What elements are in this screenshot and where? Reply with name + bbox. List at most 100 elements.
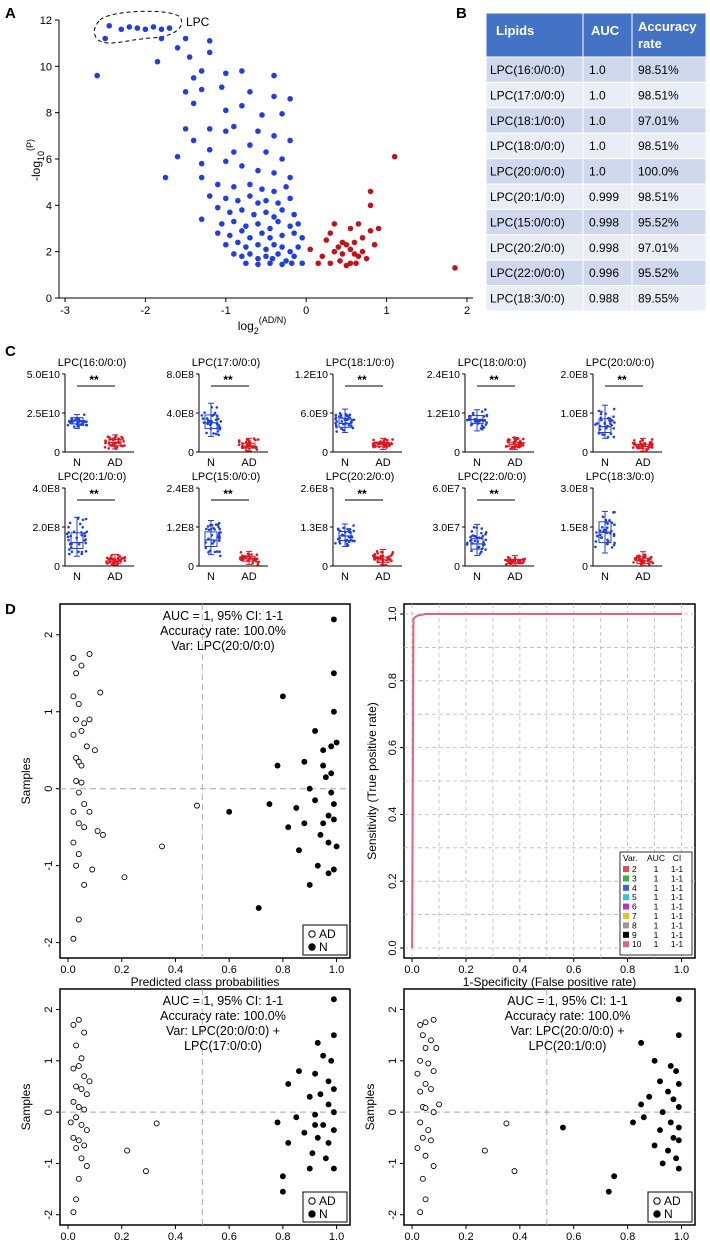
point-up — [339, 251, 346, 257]
sample-point-AD — [250, 553, 253, 556]
sample-point-AD — [648, 563, 651, 566]
sample-point-N — [484, 548, 487, 551]
y-tick-label: 0 — [322, 447, 328, 459]
sample-point-N — [210, 523, 214, 527]
sample-point-N — [342, 428, 345, 432]
table-header: Accuracy — [638, 19, 697, 34]
roc-legend — [619, 851, 693, 956]
sample-point-N — [612, 543, 616, 547]
x-tick-label: 1 — [384, 305, 390, 317]
sample-point-N — [207, 537, 210, 540]
legend-label: AD — [319, 1194, 336, 1208]
x-axis-label-base: log — [238, 319, 254, 333]
y-tick-label: 0 — [54, 447, 60, 459]
sample-point-AD — [510, 558, 513, 562]
sample-point-N — [70, 550, 74, 554]
legend-marker — [308, 930, 316, 938]
point-down — [271, 170, 277, 176]
point-up — [347, 225, 354, 232]
point-AD — [73, 670, 80, 677]
point-down — [269, 255, 276, 262]
table-cell: 98.51% — [638, 139, 679, 153]
point-AD — [153, 1120, 160, 1127]
point-down — [255, 167, 261, 174]
sample-point-AD — [640, 560, 644, 563]
point-AD — [417, 1057, 424, 1064]
sample-point-AD — [246, 559, 250, 562]
x-tick-label: 1.0 — [674, 1231, 689, 1241]
sample-point-AD — [241, 444, 244, 448]
sample-point-AD — [638, 554, 642, 558]
x-tick-label: AD — [375, 457, 390, 469]
sample-point-N — [218, 550, 221, 553]
sample-point-AD — [512, 442, 516, 446]
sample-point-AD — [634, 443, 638, 447]
x-tick-label: AD — [107, 457, 122, 469]
point-AD — [75, 701, 82, 707]
point-down — [287, 174, 293, 181]
x-tick-label: -1 — [221, 305, 231, 317]
point-AD — [81, 801, 88, 808]
sample-point-N — [604, 518, 608, 522]
sample-point-AD — [123, 556, 126, 560]
y-tick-label: 0 — [43, 1109, 55, 1115]
sample-point-AD — [116, 553, 120, 557]
point-down — [271, 72, 277, 79]
table-cell: 1.0 — [589, 114, 606, 128]
point-AD — [86, 1078, 93, 1085]
point-down — [279, 261, 285, 268]
sample-point-AD — [123, 559, 127, 562]
sample-point-N — [483, 543, 486, 546]
legend-auc: 1 — [654, 920, 659, 930]
point-AD — [414, 1070, 421, 1077]
x-axis-label: 1-Specificity (False positive rate) — [463, 975, 636, 989]
point-down — [279, 207, 285, 213]
point-AD — [83, 743, 90, 750]
point-AD — [417, 1209, 424, 1216]
auc-table: Lipids AUC Accuracy rate LPC(16:0/0:0) 1.0 98.… — [485, 12, 707, 312]
y-tick-label: -1 — [43, 861, 55, 871]
legend-ci: 1-1 — [671, 892, 684, 902]
sample-point-N — [74, 418, 78, 421]
point-N — [320, 1052, 327, 1059]
sample-point-AD — [110, 554, 113, 557]
y-axis-label-pre: -log — [29, 161, 43, 181]
sample-point-N — [347, 540, 351, 544]
sample-point-N — [334, 541, 337, 545]
y-tick-label: 0.0 — [387, 940, 399, 955]
sample-point-N — [478, 552, 482, 555]
sample-point-N — [67, 531, 70, 534]
legend-ci: 1-1 — [671, 911, 684, 921]
table-cell-bg — [631, 259, 707, 287]
y-tick-label: 0 — [188, 561, 194, 573]
sample-point-AD — [106, 435, 110, 439]
significance-label: ** — [223, 487, 233, 501]
point-down — [198, 86, 205, 93]
point-AD — [78, 762, 85, 769]
point-down — [231, 218, 237, 225]
sample-point-N — [598, 424, 602, 428]
y-tick-label: -2 — [43, 1210, 55, 1220]
point-down — [243, 260, 249, 267]
point-down — [255, 261, 261, 268]
sample-point-N — [468, 418, 471, 421]
sample-point-N — [480, 536, 483, 540]
sample-point-N — [335, 430, 338, 433]
sample-point-N — [603, 433, 606, 437]
y-tick-label: 1.2E8 — [167, 522, 195, 534]
point-N — [659, 1109, 666, 1116]
table-cell: 100.0% — [638, 165, 679, 179]
legend-auc: 1 — [654, 939, 659, 949]
significance-label: ** — [489, 373, 499, 387]
point-AD — [422, 1152, 429, 1159]
y-tick-label: 0 — [582, 561, 588, 573]
point-down — [263, 197, 269, 204]
x-tick-label: 0.6 — [566, 1231, 581, 1241]
sample-point-AD — [378, 440, 381, 444]
point-down — [263, 253, 269, 260]
point-N — [312, 728, 319, 734]
y-tick-label: 1.3E8 — [301, 522, 329, 534]
sample-point-AD — [381, 442, 384, 445]
x-tick-label: 1.0 — [329, 964, 344, 976]
x-tick-label: 0.4 — [168, 1231, 183, 1241]
